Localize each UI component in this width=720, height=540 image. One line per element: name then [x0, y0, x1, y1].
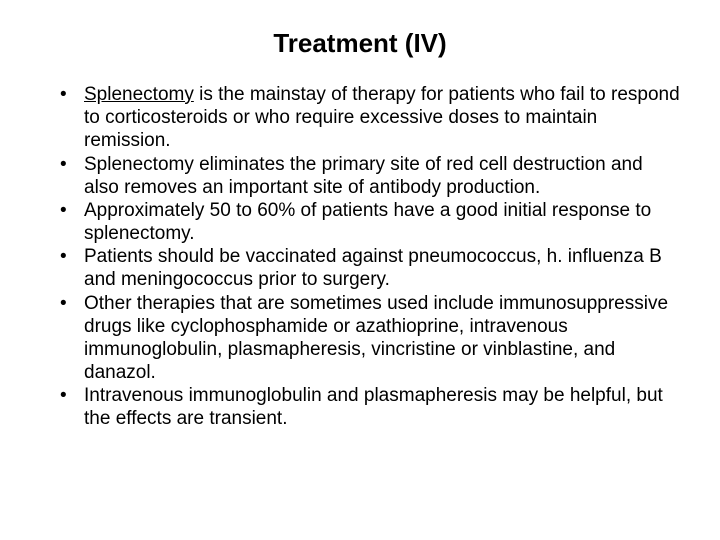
- list-item: Patients should be vaccinated against pn…: [56, 245, 680, 291]
- slide-title: Treatment (IV): [40, 28, 680, 59]
- bullet-text: Intravenous immunoglobulin and plasmaphe…: [84, 385, 663, 429]
- bullet-list: Splenectomy is the mainstay of therapy f…: [40, 83, 680, 431]
- list-item: Splenectomy is the mainstay of therapy f…: [56, 83, 680, 153]
- bullet-text: Patients should be vaccinated against pn…: [84, 246, 662, 290]
- bullet-text: Other therapies that are sometimes used …: [84, 293, 668, 384]
- list-item: Intravenous immunoglobulin and plasmaphe…: [56, 384, 680, 430]
- underlined-term: Splenectomy: [84, 84, 194, 105]
- list-item: Other therapies that are sometimes used …: [56, 292, 680, 385]
- list-item: Splenectomy eliminates the primary site …: [56, 153, 680, 199]
- list-item: Approximately 50 to 60% of patients have…: [56, 199, 680, 245]
- bullet-text: Approximately 50 to 60% of patients have…: [84, 200, 651, 244]
- bullet-text: Splenectomy eliminates the primary site …: [84, 154, 643, 198]
